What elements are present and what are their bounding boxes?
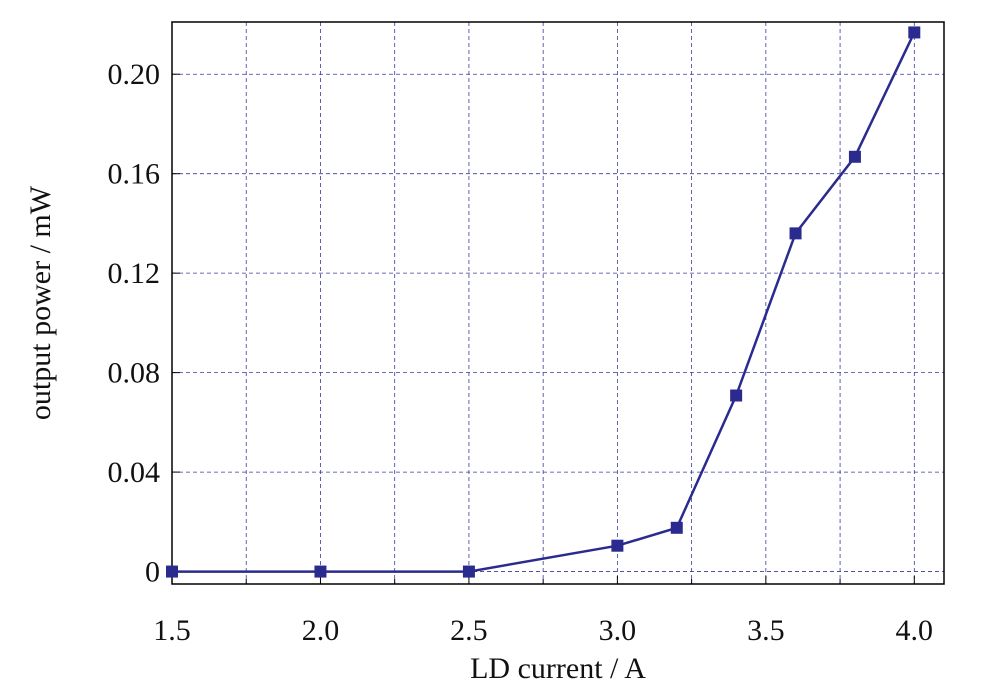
y-tick-label: 0.08 [108, 357, 161, 390]
data-point [670, 521, 683, 534]
x-tick-label: 2.5 [450, 614, 488, 647]
data-point [908, 26, 921, 39]
data-point [848, 150, 861, 163]
data-point [611, 539, 624, 552]
data-point [789, 227, 802, 240]
data-point [462, 565, 475, 578]
data-point [166, 565, 178, 578]
x-tick-label: 3.5 [747, 614, 785, 647]
y-tick-label: 0 [145, 556, 160, 589]
x-axis-label: LD current / A [470, 652, 646, 685]
y-axis-label: output power / mW [24, 185, 57, 420]
y-tick-label: 0.16 [108, 158, 161, 191]
data-point [314, 565, 327, 578]
y-tick-label: 0.12 [108, 257, 161, 290]
data-point [730, 389, 743, 402]
y-tick-label: 0.20 [108, 58, 161, 91]
plot-frame [171, 21, 945, 585]
x-tick-label: 3.0 [599, 614, 637, 647]
x-tick-label: 2.0 [302, 614, 340, 647]
x-tick-label: 4.0 [896, 614, 934, 647]
y-tick-label: 0.04 [108, 456, 161, 489]
x-tick-label: 1.5 [153, 614, 191, 647]
